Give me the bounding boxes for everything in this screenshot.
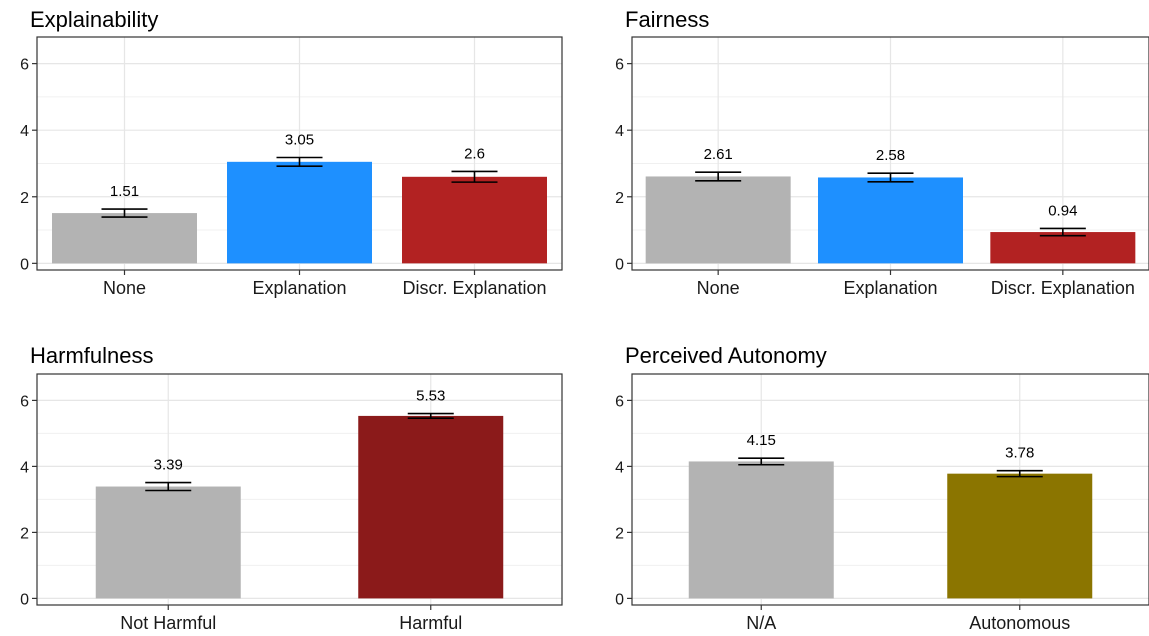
panel-border xyxy=(631,36,1149,271)
data-label: 1.51 xyxy=(110,183,139,200)
error-bar xyxy=(1039,227,1086,237)
y-tick-label: 4 xyxy=(20,459,29,476)
y-tick-label: 2 xyxy=(615,190,624,207)
bar-n-a xyxy=(688,461,834,599)
data-label: 0.94 xyxy=(1048,202,1077,219)
data-label: 5.53 xyxy=(416,388,445,405)
y-tick-label: 0 xyxy=(615,591,624,608)
error-bar xyxy=(101,208,148,218)
y-tick-label: 2 xyxy=(20,525,29,542)
y-tick-label: 2 xyxy=(20,190,29,207)
chart-title: Harmfulness xyxy=(30,343,153,368)
y-tick-label: 4 xyxy=(615,459,624,476)
bar-none xyxy=(645,176,791,264)
data-label: 3.78 xyxy=(1005,445,1034,462)
x-tick-label: None xyxy=(697,278,740,298)
error-bar xyxy=(996,469,1043,478)
data-label: 2.61 xyxy=(704,146,733,163)
data-label: 3.39 xyxy=(154,457,183,474)
bar-discr-explanation xyxy=(402,176,547,264)
x-tick-label: Not Harmful xyxy=(120,613,216,633)
x-tick-label: Discr. Explanation xyxy=(991,278,1135,298)
bar-explanation xyxy=(818,177,963,264)
y-tick-label: 0 xyxy=(20,256,29,273)
bar-discr-explanation xyxy=(990,232,1136,264)
chart-panel: Fairness 2.61 None 2.58 Explanation 0.94 Discr… xyxy=(615,7,1149,298)
error-bar xyxy=(695,171,742,182)
data-label: 2.58 xyxy=(876,147,905,164)
y-tick-label: 0 xyxy=(20,591,29,608)
panel-border xyxy=(36,373,563,606)
data-label: 4.15 xyxy=(747,432,776,449)
data-label: 2.6 xyxy=(464,145,485,162)
chart-panel: Explainability 1.51 None 3.05 Explanation 2.6… xyxy=(20,7,563,298)
y-tick-label: 6 xyxy=(615,57,624,74)
y-tick-label: 6 xyxy=(20,57,29,74)
chart-panel: Perceived Autonomy 4.15 N/A 3.78 Autonomous 0… xyxy=(615,343,1149,633)
error-bar xyxy=(145,481,192,492)
error-bar xyxy=(867,172,914,183)
chart-title: Explainability xyxy=(30,7,158,32)
x-tick-label: N/A xyxy=(746,613,776,633)
error-bar xyxy=(276,156,323,167)
x-tick-label: Explanation xyxy=(843,278,937,298)
bar-not-harmful xyxy=(95,486,241,599)
y-tick-label: 4 xyxy=(20,123,29,140)
panel-border xyxy=(36,36,563,271)
error-bar xyxy=(407,412,454,420)
bar-none xyxy=(52,213,197,264)
chart-panel: Harmfulness 3.39 Not Harmful 5.53 Harmful 0 2 4… xyxy=(20,343,563,633)
bar-explanation xyxy=(227,161,372,264)
x-tick-label: Discr. Explanation xyxy=(402,278,546,298)
error-bar xyxy=(738,457,785,466)
y-tick-label: 6 xyxy=(615,393,624,410)
x-tick-label: Harmful xyxy=(399,613,462,633)
y-tick-label: 2 xyxy=(615,525,624,542)
y-tick-label: 0 xyxy=(615,256,624,273)
chart-title: Fairness xyxy=(625,7,709,32)
y-tick-label: 4 xyxy=(615,123,624,140)
chart-title: Perceived Autonomy xyxy=(625,343,827,368)
x-tick-label: Explanation xyxy=(252,278,346,298)
bar-harmful xyxy=(358,415,504,599)
bar-autonomous xyxy=(947,473,1093,599)
error-bar xyxy=(451,170,498,183)
x-tick-label: Autonomous xyxy=(969,613,1070,633)
data-label: 3.05 xyxy=(285,131,314,148)
x-tick-label: None xyxy=(103,278,146,298)
y-tick-label: 6 xyxy=(20,393,29,410)
panel-border xyxy=(631,373,1149,606)
